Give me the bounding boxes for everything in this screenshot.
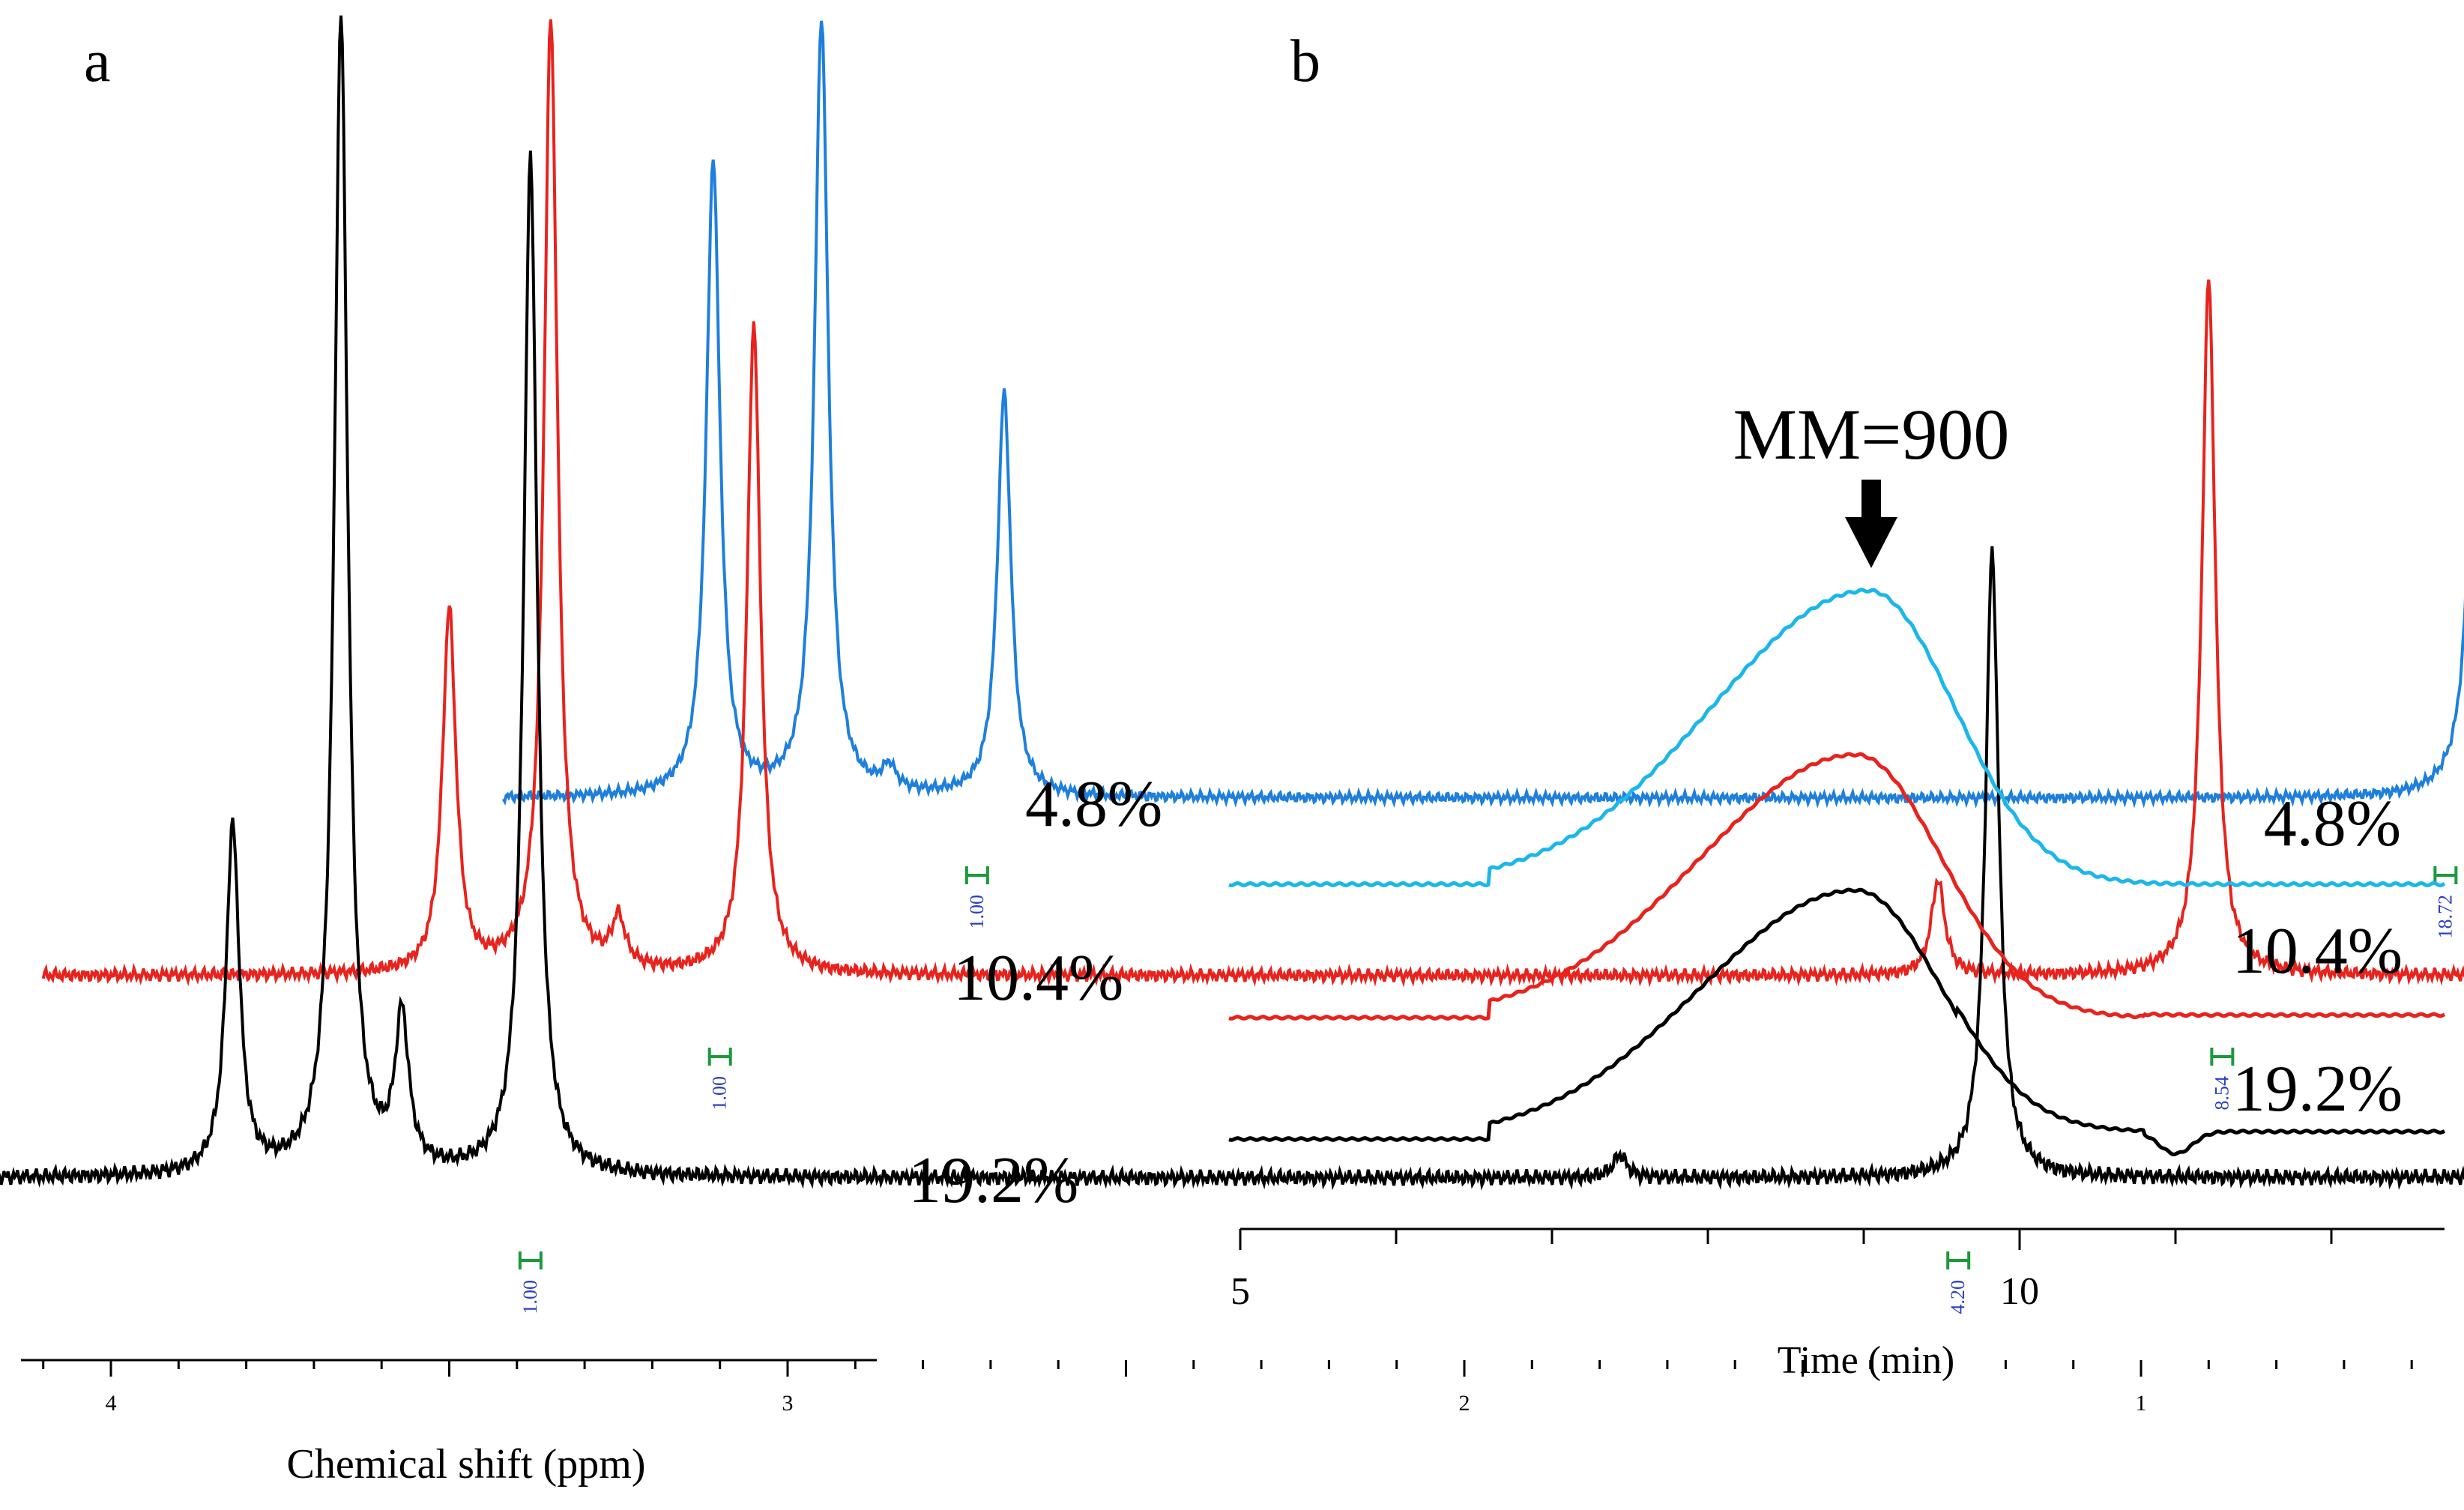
nmr-x-ticks: 43210	[42, 1360, 2413, 1416]
gpc-label-4-8: 4.8%	[2264, 788, 2401, 860]
integral-marker: 1.00	[518, 1251, 543, 1314]
mm-annotation: MM=900	[1733, 394, 2010, 474]
integral-label: 8.54	[2211, 1076, 2232, 1111]
nmr-tick-label: 3	[782, 1391, 794, 1416]
integral-marker: 1.00	[964, 866, 989, 929]
integral-label: 1.00	[966, 895, 988, 929]
gpc-tick-label: 5	[1231, 1270, 1250, 1313]
panel-b-letter: b	[1290, 28, 1320, 94]
gpc-trace-3	[1228, 887, 2446, 1157]
nmr-traces	[0, 15, 2464, 1191]
nmr-panel: 1.00 18.72 1.00 8.54 1.00 4.20 4 3 2 10 Chemical…	[0, 15, 2464, 1488]
nmr-integrals: 1.00 18.72 1.00 8.54 1.00 4.20	[518, 866, 2458, 1314]
gpc-trace-2	[1228, 752, 2446, 1021]
integral-label: 4.20	[1947, 1280, 1969, 1314]
gpc-x-axis-title: Time (min)	[1778, 1339, 1954, 1382]
nmr-trace-3	[0, 15, 2464, 1191]
integral-marker: 8.54	[2210, 1048, 2235, 1111]
gpc-x-ticks: 5 10	[1231, 1229, 2333, 1313]
nmr-label-4-8: 4.8%	[1025, 768, 1162, 841]
integral-label: 18.72	[2434, 895, 2456, 939]
nmr-label-10-4: 10.4%	[953, 942, 1123, 1015]
nmr-trace-2	[41, 19, 2464, 988]
gpc-panel: 5 10 Time (min) MM=900 4.8% 10.4% 19.2%	[1228, 394, 2446, 1382]
nmr-tick-label: 1	[2136, 1391, 2147, 1416]
integral-marker: 1.00	[707, 1048, 732, 1111]
nmr-label-19-2: 19.2%	[908, 1144, 1078, 1217]
panel-a-letter: a	[84, 28, 111, 94]
nmr-tick-label: 4	[106, 1391, 117, 1416]
nmr-trace-1	[501, 20, 2464, 809]
mm-arrow-icon	[1845, 480, 1897, 568]
gpc-traces	[1228, 588, 2446, 1157]
gpc-trace-1	[1228, 588, 2446, 888]
integral-label: 1.00	[519, 1280, 541, 1314]
gpc-tick-label: 10	[2000, 1270, 2039, 1313]
nmr-x-axis-title: Chemical shift (ppm)	[286, 1441, 645, 1488]
integral-label: 1.00	[709, 1076, 731, 1111]
gpc-label-19-2: 19.2%	[2232, 1053, 2403, 1126]
integral-marker: 18.72	[2433, 866, 2458, 939]
nmr-tick-label: 2	[1459, 1391, 1470, 1416]
integral-marker: 4.20	[1946, 1251, 1971, 1314]
gpc-label-10-4: 10.4%	[2232, 915, 2403, 988]
